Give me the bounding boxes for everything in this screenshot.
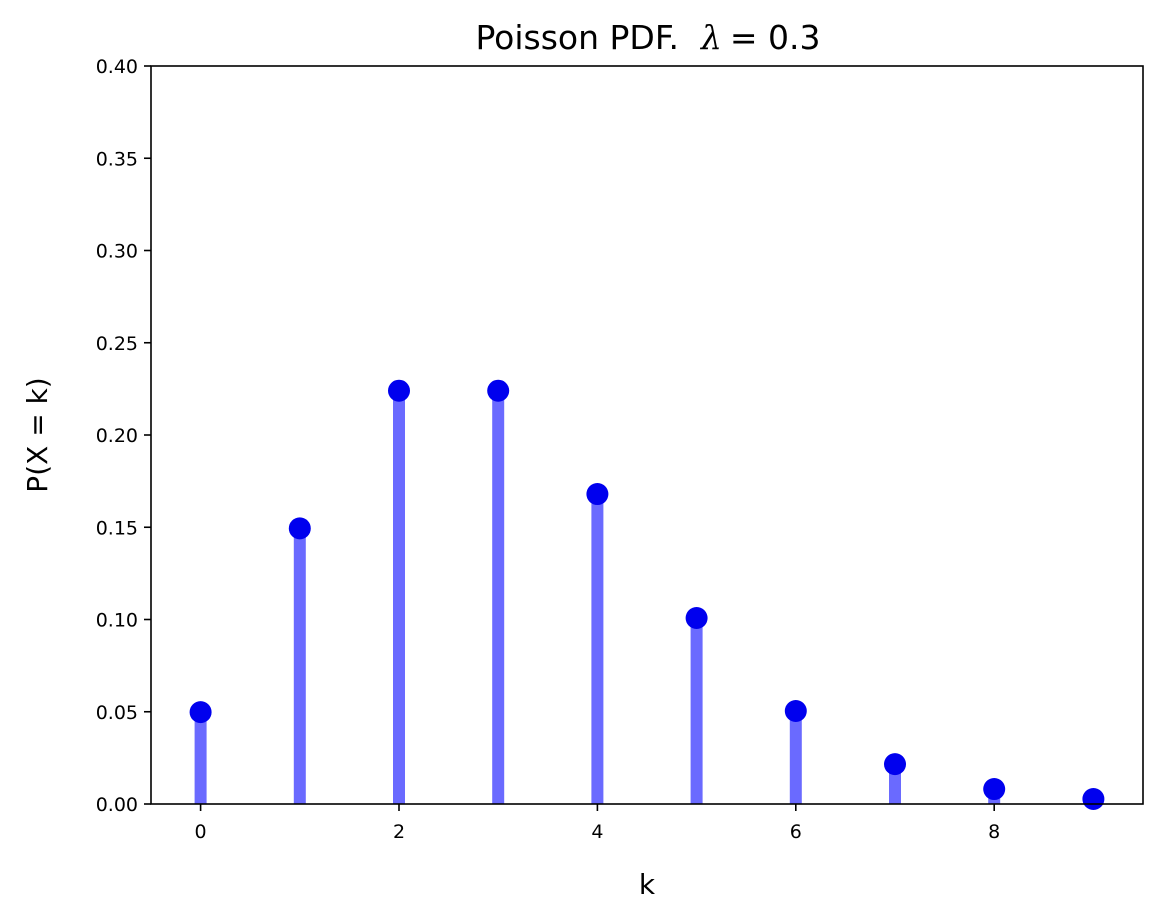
data-point xyxy=(388,379,410,402)
title-value: = 0.3 xyxy=(730,18,821,57)
title-text: Poisson PDF. xyxy=(475,18,679,57)
data-point xyxy=(884,753,906,776)
y-tick-label: 0.40 xyxy=(96,56,138,78)
y-tick-label: 0.25 xyxy=(96,333,138,355)
x-tick-label: 2 xyxy=(393,821,405,843)
y-tick-label: 0.20 xyxy=(96,425,138,447)
y-axis-ticks: 0.00 0.05 0.10 0.15 0.20 0.25 0.30 0.35 0.40 xyxy=(96,56,151,816)
data-point xyxy=(983,778,1006,801)
y-tick-label: 0.05 xyxy=(96,702,138,724)
x-axis-label: k xyxy=(639,868,656,901)
y-axis-label: P(X = k) xyxy=(21,377,54,492)
y-tick-label: 0.15 xyxy=(96,517,138,539)
y-tick-label: 0.35 xyxy=(96,148,138,170)
plot-frame xyxy=(150,65,1144,805)
y-tick-label: 0.10 xyxy=(96,610,138,632)
chart-title: Poisson PDF. λ = 0.3 xyxy=(475,18,820,57)
x-tick-label: 0 xyxy=(195,821,207,843)
data-point xyxy=(288,517,311,540)
data-point xyxy=(685,607,708,630)
y-tick-label: 0.30 xyxy=(96,241,138,263)
data-markers xyxy=(189,379,1105,811)
title-lambda: λ xyxy=(699,18,722,57)
data-point xyxy=(189,701,212,724)
data-point xyxy=(784,700,807,723)
stem-lines xyxy=(194,390,1100,804)
x-tick-label: 4 xyxy=(591,821,603,843)
x-tick-label: 8 xyxy=(988,821,1000,843)
x-axis-ticks: 0 2 4 6 8 xyxy=(195,804,1000,843)
data-point xyxy=(1082,788,1105,811)
data-point xyxy=(487,379,510,402)
y-tick-label: 0.00 xyxy=(96,794,138,816)
x-tick-label: 6 xyxy=(790,821,802,843)
data-point xyxy=(586,483,609,506)
